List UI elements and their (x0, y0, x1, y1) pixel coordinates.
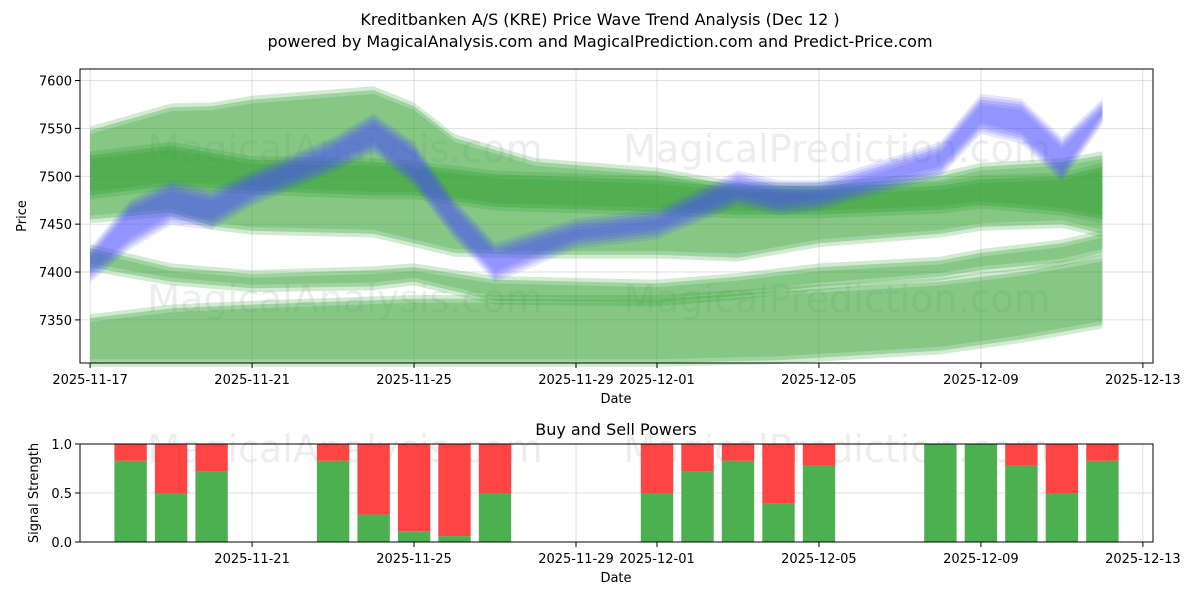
sell-bar (681, 444, 714, 472)
signal-plot: Buy and Sell Powers MagicalAnalysis.com … (27, 420, 1181, 586)
sell-bar (357, 444, 390, 515)
signal-y-tick-label: 1.0 (51, 438, 72, 453)
price-y-tick-label: 7600 (39, 74, 72, 89)
signal-x-ticks: 2025-11-21 2025-11-25 2025-11-29 2025-12-01… (214, 542, 1181, 567)
sell-bar (802, 444, 836, 466)
sell-bar (438, 444, 471, 537)
signal-x-tick-label: 2025-11-25 (376, 552, 452, 567)
green-wave-mid-band-layer-1 (90, 145, 1103, 220)
buy-bar (154, 493, 188, 542)
price-y-tick-label: 7500 (39, 170, 72, 185)
signal-y-tick-label: 0.5 (51, 487, 72, 502)
price-wave-bands (90, 86, 1103, 367)
sell-bar (1086, 444, 1119, 461)
price-y-ticks: 7350 7400 7450 7500 7550 7600 (39, 74, 80, 329)
buy-bar (762, 503, 795, 542)
sell-bar (640, 444, 674, 493)
sell-bar (1045, 444, 1079, 493)
price-y-tick-label: 7350 (39, 314, 72, 329)
sell-bar (1005, 444, 1038, 466)
watermark-top-3: MagicalAnalysis.com (147, 277, 542, 321)
signal-bars (114, 444, 1119, 542)
price-y-tick-label: 7400 (39, 266, 72, 281)
price-x-axis-label: Date (600, 392, 631, 407)
buy-bar (114, 460, 147, 542)
price-x-tick-label: 2025-11-25 (376, 373, 452, 388)
price-y-tick-label: 7450 (39, 218, 72, 233)
chart-title-line1: Kreditbanken A/S (KRE) Price Wave Trend … (360, 10, 839, 29)
green-wave-upper-band-layer-1 (90, 90, 1103, 258)
signal-x-tick-label: 2025-11-21 (214, 552, 290, 567)
sell-bar (114, 444, 147, 461)
price-x-tick-label: 2025-12-13 (1105, 373, 1181, 388)
buy-bar (478, 493, 512, 542)
price-x-tick-label: 2025-12-01 (619, 373, 695, 388)
buy-bar (1005, 465, 1038, 542)
signal-x-tick-label: 2025-12-09 (943, 552, 1019, 567)
sell-bar (316, 444, 350, 461)
buy-bar (195, 471, 228, 542)
watermark-top-2: MagicalPrediction.com (623, 127, 1051, 171)
price-x-tick-label: 2025-11-21 (214, 373, 290, 388)
signal-y-tick-label: 0.0 (51, 536, 72, 551)
watermark-top-1: MagicalAnalysis.com (147, 127, 542, 171)
price-x-tick-label: 2025-11-29 (538, 373, 614, 388)
sell-bar (478, 444, 512, 493)
price-y-tick-label: 7550 (39, 122, 72, 137)
buy-bar (397, 531, 431, 542)
watermark-top-4: MagicalPrediction.com (623, 277, 1051, 321)
green-wave-upper-band-layer-0 (90, 93, 1103, 262)
sell-bar (397, 444, 431, 532)
signal-y-ticks: 0.0 0.5 1.0 (51, 438, 80, 551)
sell-bar (721, 444, 755, 461)
buy-bar (357, 514, 390, 542)
signal-x-tick-label: 2025-12-13 (1105, 552, 1181, 567)
green-wave-low-band-layer-1 (90, 233, 1103, 303)
price-x-ticks: 2025-11-17 2025-11-21 2025-11-25 2025-11-29… (52, 363, 1181, 388)
green-wave-bottom-band-layer-2 (90, 253, 1103, 360)
price-x-tick-label: 2025-11-17 (52, 373, 128, 388)
buy-bar (438, 536, 471, 542)
price-plot-frame (79, 68, 1154, 364)
buy-bar (964, 444, 998, 542)
blue-wave-band-layer-2 (90, 99, 1103, 277)
price-x-tick-label: 2025-12-05 (781, 373, 857, 388)
buy-bar (681, 471, 714, 542)
signal-x-tick-label: 2025-12-01 (619, 552, 695, 567)
blue-wave-band-layer-4 (90, 93, 1103, 272)
green-wave-low-band-layer-2 (90, 229, 1103, 299)
green-wave-bottom-band-layer-0 (90, 261, 1103, 367)
price-y-axis-label: Price (15, 200, 30, 232)
price-grid (80, 69, 1153, 363)
blue-wave-band-layer-0 (90, 105, 1103, 283)
green-wave-bottom-band-layer-1 (90, 257, 1103, 363)
price-x-tick-label: 2025-12-09 (943, 373, 1019, 388)
blue-wave-band-layer-3 (90, 96, 1103, 274)
green-wave-mid-band-layer-2 (90, 141, 1103, 216)
buy-bar (1086, 460, 1119, 542)
buy-bar (640, 493, 674, 542)
buy-bar (924, 444, 957, 542)
green-wave-mid-band-layer-0 (90, 149, 1103, 224)
signal-x-axis-label: Date (600, 571, 631, 586)
buy-bar (316, 460, 350, 542)
sell-bar (195, 444, 228, 472)
signal-x-tick-label: 2025-12-05 (781, 552, 857, 567)
signal-plot-title: Buy and Sell Powers (535, 420, 697, 439)
chart-title-line2: powered by MagicalAnalysis.com and Magic… (267, 32, 932, 51)
blue-wave-band-layer-1 (90, 102, 1103, 280)
green-wave-low-band-layer-0 (90, 237, 1103, 307)
green-wave-upper-band-layer-2 (90, 86, 1103, 254)
sell-bar (154, 444, 188, 493)
buy-bar (721, 460, 755, 542)
price-plot: MagicalAnalysis.com MagicalPrediction.co… (15, 68, 1181, 407)
sell-bar (762, 444, 795, 504)
buy-bar (802, 465, 836, 542)
signal-x-tick-label: 2025-11-29 (538, 552, 614, 567)
signal-y-axis-label: Signal Strength (27, 443, 42, 543)
buy-bar (1045, 493, 1079, 542)
